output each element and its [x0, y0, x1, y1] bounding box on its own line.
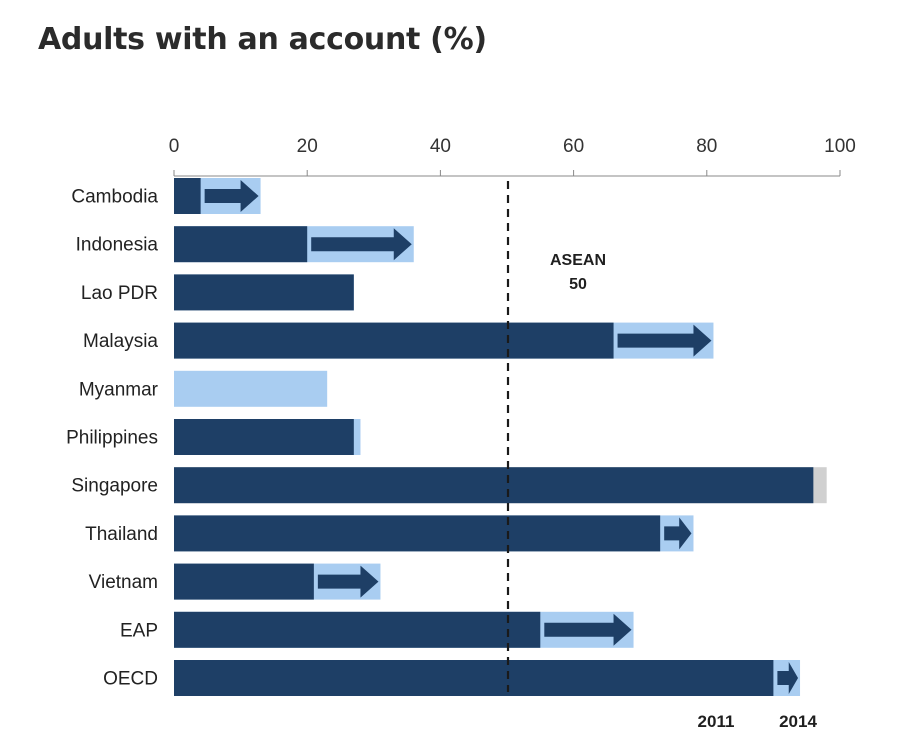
bar-2014: [174, 370, 328, 407]
x-tick-label: 100: [824, 136, 856, 157]
bar-2011: [174, 419, 354, 455]
change-arrow: [204, 180, 259, 212]
bar-2011: [174, 660, 774, 696]
change-arrow: [317, 565, 379, 598]
category-label: EAP: [120, 620, 158, 641]
legend: 2011 2014: [698, 712, 818, 731]
bars: [174, 178, 827, 696]
category-label: Indonesia: [76, 235, 159, 256]
bar-2011: [174, 515, 661, 552]
bar-2011: [174, 226, 308, 263]
asean-reference: ASEAN 50: [506, 181, 606, 692]
category-label: Philippines: [66, 428, 158, 449]
asean-label: ASEAN: [550, 252, 606, 269]
x-tick-label: 40: [430, 136, 451, 157]
category-label: Myanmar: [79, 379, 159, 400]
category-label: Cambodia: [71, 187, 158, 208]
change-arrow: [664, 517, 692, 550]
legend-2014: 2014: [779, 712, 817, 731]
change-arrow: [311, 228, 412, 261]
x-tick-label: 80: [696, 136, 717, 157]
legend-2011: 2011: [698, 712, 735, 731]
bar-2011: [174, 611, 541, 648]
category-label: OECD: [103, 669, 158, 690]
x-tick-label: 20: [297, 136, 318, 157]
x-tick-label: 0: [169, 136, 180, 157]
x-axis: 0 20 40 60 80 100: [169, 136, 856, 177]
bar-2011: [174, 274, 354, 311]
category-label: Malaysia: [83, 331, 158, 352]
category-labels: Cambodia Indonesia Lao PDR Malaysia Myanmar P…: [66, 187, 159, 690]
change-arrow: [544, 613, 632, 646]
category-label: Vietnam: [89, 572, 158, 593]
chart-title: Adults with an account (%): [38, 22, 487, 57]
bar-2011: [174, 322, 614, 359]
bar-2011: [174, 563, 314, 600]
category-label: Thailand: [85, 524, 158, 545]
change-arrow: [777, 662, 799, 694]
change-arrow: [617, 324, 712, 357]
category-label: Lao PDR: [81, 283, 158, 304]
category-label: Singapore: [71, 476, 158, 497]
x-tick-label: 60: [563, 136, 584, 157]
bar-2011: [174, 178, 201, 214]
bar-2011: [174, 467, 814, 504]
asean-value-label: 50: [569, 276, 587, 293]
